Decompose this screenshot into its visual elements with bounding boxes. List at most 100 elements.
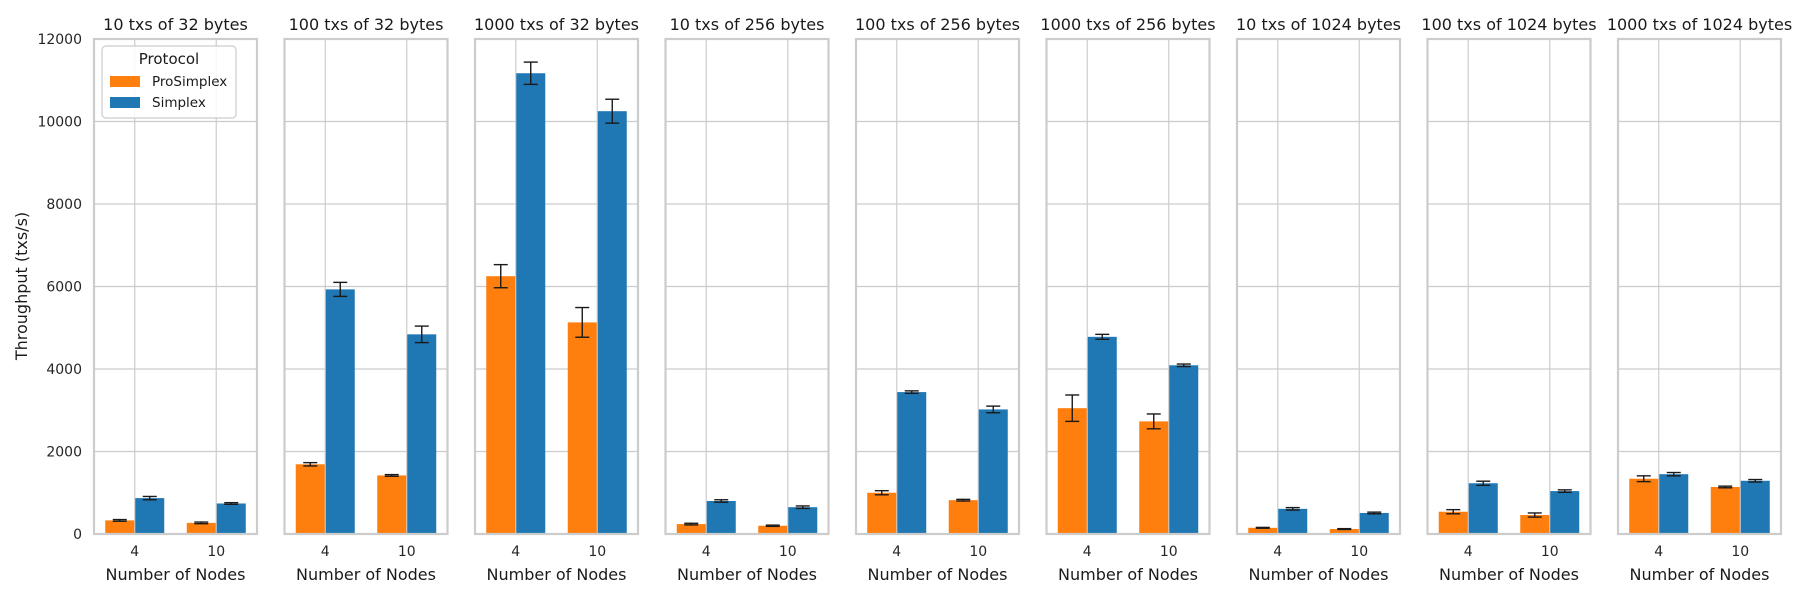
panel-frame xyxy=(1045,37,1211,536)
x-tick-label: 4 xyxy=(702,544,711,560)
bar-simplex-4 xyxy=(1659,474,1689,534)
error-bar xyxy=(493,263,508,289)
bar-simplex-4 xyxy=(1087,336,1117,534)
bar-simplex-4 xyxy=(325,289,355,534)
y-tick-label: 8000 xyxy=(46,197,82,213)
bar-prosimplex-10 xyxy=(1329,529,1359,534)
error-bar xyxy=(523,61,538,86)
error-bar xyxy=(1367,511,1382,515)
panel-frame xyxy=(1235,37,1402,536)
bar-prosimplex-4 xyxy=(676,524,706,534)
panel-3: 1000 txs of 32 bytes 4 10 Number of Nodes xyxy=(473,15,640,584)
error-bar xyxy=(1666,471,1681,477)
x-tick-label: 10 xyxy=(1731,544,1749,560)
error-bar xyxy=(1146,413,1161,430)
bar-prosimplex-4 xyxy=(1248,527,1278,534)
error-bar xyxy=(1065,394,1080,423)
error-bar xyxy=(874,489,889,496)
panel-title: 1000 txs of 256 bytes xyxy=(1040,15,1215,34)
panel-frame xyxy=(92,37,259,536)
legend-entry-simplex: Simplex xyxy=(152,95,206,111)
panel-frame xyxy=(854,37,1021,536)
panel-6: 1000 txs of 256 bytes 4 10 Number of Nodes xyxy=(1040,15,1215,584)
panel-8: 100 txs of 1024 bytes 4 10 Number of Nodes xyxy=(1421,15,1596,584)
panel-title: 1000 txs of 32 bytes xyxy=(474,15,639,34)
y-tick-label: 10000 xyxy=(37,115,82,131)
bar-prosimplex-4 xyxy=(1057,408,1087,534)
bar-simplex-10 xyxy=(1359,512,1389,534)
bar-prosimplex-10 xyxy=(567,322,597,534)
panel-7: 10 txs of 1024 bytes 4 10 Number of Nodes xyxy=(1235,15,1402,584)
error-bar xyxy=(224,501,239,505)
legend-title: Protocol xyxy=(139,50,199,68)
y-axis-label: Throughput (txs/s) xyxy=(12,212,31,361)
x-tick-label: 10 xyxy=(969,544,987,560)
error-bar xyxy=(904,390,919,395)
bar-prosimplex-10 xyxy=(948,500,978,534)
x-tick-label: 4 xyxy=(1654,544,1663,560)
bar-simplex-10 xyxy=(1740,480,1770,534)
error-bar xyxy=(1636,475,1651,483)
bar-prosimplex-4 xyxy=(867,492,897,534)
x-axis-label: Number of Nodes xyxy=(296,565,436,584)
y-tick-label: 6000 xyxy=(46,280,82,296)
x-axis-label: Number of Nodes xyxy=(1630,565,1770,584)
panel-title: 100 txs of 32 bytes xyxy=(289,15,444,34)
bar-prosimplex-4 xyxy=(105,520,135,534)
x-tick-label: 10 xyxy=(588,544,606,560)
panels: 10 txs of 32 bytes 4 10 Number of Nodes 0 200… xyxy=(37,15,1792,584)
error-bar xyxy=(714,499,729,503)
bar-simplex-4 xyxy=(135,498,165,534)
x-tick-label: 4 xyxy=(1273,544,1282,560)
panel-9: 1000 txs of 1024 bytes 4 10 Number of Nodes xyxy=(1607,15,1792,584)
x-tick-label: 4 xyxy=(892,544,901,560)
error-bar xyxy=(112,518,127,522)
x-tick-label: 10 xyxy=(1350,544,1368,560)
x-tick-label: 4 xyxy=(130,544,139,560)
panel-frame xyxy=(664,37,830,536)
x-tick-label: 10 xyxy=(1160,544,1178,560)
bar-prosimplex-10 xyxy=(377,475,407,534)
bar-prosimplex-10 xyxy=(186,522,216,534)
error-bar xyxy=(605,98,620,124)
bar-simplex-10 xyxy=(788,507,818,534)
x-axis-label: Number of Nodes xyxy=(868,565,1008,584)
panel-2: 100 txs of 32 bytes 4 10 Number of Nodes xyxy=(283,15,449,584)
error-bar xyxy=(1718,485,1733,489)
y-tick-label: 0 xyxy=(73,527,82,543)
x-tick-label: 10 xyxy=(207,544,225,560)
bar-prosimplex-4 xyxy=(486,276,516,534)
x-axis-label: Number of Nodes xyxy=(677,565,817,584)
legend: Protocol ProSimplex Simplex xyxy=(101,45,237,119)
bar-simplex-4 xyxy=(706,501,736,534)
panel-title: 10 txs of 32 bytes xyxy=(103,15,248,34)
bar-simplex-10 xyxy=(1169,365,1199,534)
x-axis-label: Number of Nodes xyxy=(1058,565,1198,584)
legend-entry-prosimplex: ProSimplex xyxy=(152,74,227,90)
error-bar xyxy=(986,405,1001,414)
x-axis-label: Number of Nodes xyxy=(1439,565,1579,584)
legend-swatch-prosimplex xyxy=(110,76,140,87)
bar-simplex-4 xyxy=(1278,508,1308,534)
bar-prosimplex-10 xyxy=(1710,486,1740,534)
error-bar xyxy=(1527,512,1542,518)
error-bar xyxy=(765,524,780,528)
y-tick-label: 2000 xyxy=(46,445,82,461)
bar-prosimplex-4 xyxy=(1629,478,1659,534)
panel-title: 1000 txs of 1024 bytes xyxy=(1607,15,1792,34)
error-bar xyxy=(303,461,318,467)
bar-prosimplex-10 xyxy=(1139,421,1169,534)
bar-simplex-4 xyxy=(1468,483,1498,534)
bar-simplex-10 xyxy=(407,334,437,534)
error-bar xyxy=(333,281,348,298)
error-bar xyxy=(1446,508,1461,515)
bar-simplex-10 xyxy=(978,409,1008,534)
bar-prosimplex-4 xyxy=(1438,511,1468,534)
panel-title: 10 txs of 1024 bytes xyxy=(1236,15,1401,34)
error-bar xyxy=(1748,478,1763,483)
error-bar xyxy=(1285,506,1300,511)
panel-title: 10 txs of 256 bytes xyxy=(670,15,825,34)
y-tick-label: 12000 xyxy=(37,32,82,48)
bar-prosimplex-10 xyxy=(758,525,788,534)
